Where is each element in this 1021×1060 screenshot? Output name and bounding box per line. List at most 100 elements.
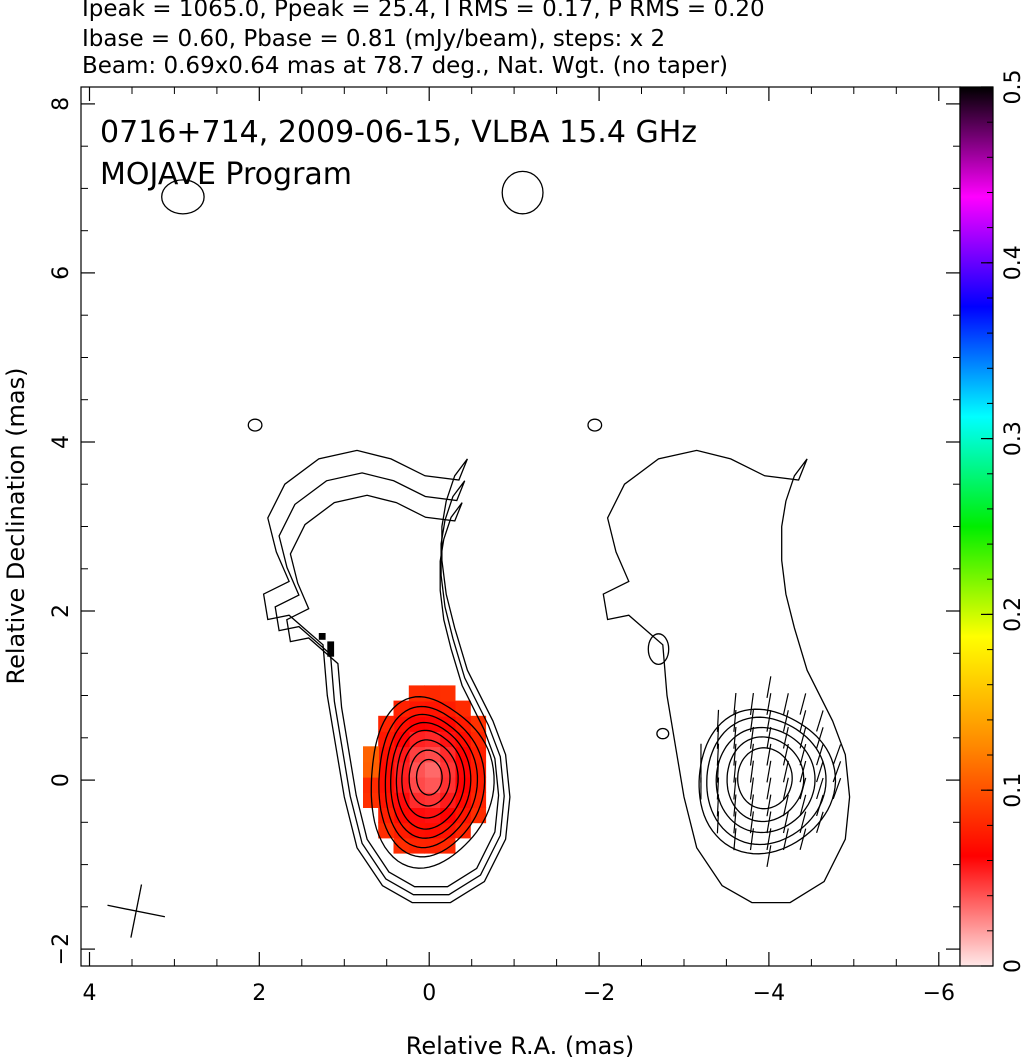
evpa-vector — [749, 811, 754, 834]
evpa-vector — [832, 744, 842, 766]
evpa-vector — [733, 777, 737, 800]
evpa-vector — [782, 726, 789, 749]
evpa-vector — [766, 828, 772, 851]
contours-right — [602, 449, 851, 904]
evpa-vector — [749, 693, 754, 715]
evpa-vector — [799, 811, 807, 834]
evpa-vector — [766, 811, 772, 834]
x-tick-label: 0 — [422, 981, 436, 1006]
pol-pixel — [454, 715, 471, 732]
evpa-vector — [733, 760, 737, 783]
evpa-vector — [782, 693, 789, 715]
evpa-vector — [766, 794, 772, 817]
evpa-vector — [766, 777, 772, 800]
pol-pixel — [454, 822, 471, 839]
evpa-vector — [733, 794, 737, 817]
evpa-vector — [799, 710, 807, 732]
evpa-vector — [749, 743, 754, 766]
contour-line — [737, 747, 793, 810]
contour-line — [370, 696, 495, 869]
pol-pixel — [454, 761, 471, 778]
evpa-vector — [749, 760, 754, 783]
pol-pixel — [454, 700, 471, 717]
plot-area — [107, 170, 851, 938]
pol-pixel — [424, 807, 441, 824]
colorbar-tick-label: 0.2 — [1001, 597, 1021, 632]
pol-pixel — [439, 731, 456, 748]
header-line-3: Beam: 0.69x0.64 mas at 78.7 deg., Nat. W… — [82, 53, 728, 79]
evpa-vector — [733, 709, 737, 732]
colorbar-tick-label: 0.1 — [1001, 773, 1021, 808]
evpa-vector — [749, 709, 754, 732]
evpa-vector — [749, 726, 754, 749]
contour-line — [415, 758, 443, 796]
evpa-vector — [799, 727, 807, 749]
small-contours — [161, 170, 670, 740]
evpa-vector — [816, 710, 824, 732]
contour-line — [247, 418, 263, 432]
y-tick-label: −2 — [49, 933, 74, 965]
evpa-vector — [733, 828, 737, 851]
pol-pixel — [408, 837, 425, 854]
pol-pixel — [424, 761, 441, 778]
contour-line — [587, 418, 603, 432]
evpa-vector — [816, 744, 824, 766]
pol-pixel — [318, 633, 326, 640]
contour-line — [656, 727, 670, 740]
evpa-vectors — [700, 676, 842, 868]
x-tick-label: −2 — [583, 981, 615, 1006]
colorbar-tick-label: 0.3 — [1001, 421, 1021, 456]
evpa-vector — [782, 777, 789, 800]
contour-line — [384, 713, 479, 849]
evpa-vector — [782, 811, 789, 834]
contour-line — [286, 494, 500, 888]
evpa-vector — [716, 794, 720, 817]
evpa-vector — [733, 726, 737, 749]
y-tick-label: 6 — [49, 266, 74, 280]
evpa-vector — [832, 777, 842, 800]
contour-line — [602, 449, 851, 904]
colorbar-tick-label: 0.4 — [1001, 245, 1021, 280]
evpa-vector — [766, 693, 772, 715]
pol-pixel — [439, 685, 456, 702]
pol-pixel — [408, 700, 425, 717]
evpa-vector — [799, 828, 807, 850]
pol-pixel — [378, 822, 395, 839]
pol-pixel — [408, 791, 425, 808]
evpa-vector — [782, 710, 789, 732]
contour-line — [647, 633, 670, 666]
contour-line — [726, 736, 805, 823]
pol-pixel — [439, 791, 456, 808]
evpa-vector — [749, 794, 754, 817]
evpa-vector — [816, 760, 824, 783]
evpa-vector — [782, 743, 789, 766]
contour-line — [698, 708, 837, 855]
pol-pixel — [470, 776, 487, 793]
header-line-2: Ibase = 0.60, Pbase = 0.81 (mJy/beam), s… — [82, 26, 665, 52]
pol-pixel — [439, 746, 456, 763]
pol-pixel — [439, 807, 456, 824]
evpa-vector — [799, 777, 807, 800]
colorbar-gradient — [959, 86, 994, 967]
contour-line — [262, 449, 511, 904]
pol-pixel — [470, 761, 487, 778]
pol-pixel — [327, 641, 335, 657]
evpa-vector — [799, 743, 807, 766]
pol-pixel — [424, 776, 441, 793]
evpa-vector — [766, 676, 772, 699]
evpa-vector — [766, 726, 772, 749]
pol-pixel — [470, 791, 487, 808]
y-tick-label: 8 — [49, 97, 74, 111]
evpa-vector — [749, 828, 754, 851]
beam-minor-axis — [130, 884, 143, 938]
axes: 4 2 0 −2 −4 −6 −2 0 2 4 6 8 — [49, 87, 960, 1006]
y-tick-label: 0 — [49, 773, 74, 787]
colorbar-tick-label: 0.5 — [1001, 70, 1021, 105]
contour-line — [274, 472, 505, 896]
evpa-vector — [782, 828, 789, 851]
pol-pixel — [454, 807, 471, 824]
evpa-vector — [766, 760, 772, 783]
pol-pixel — [408, 761, 425, 778]
evpa-vector — [766, 743, 772, 766]
